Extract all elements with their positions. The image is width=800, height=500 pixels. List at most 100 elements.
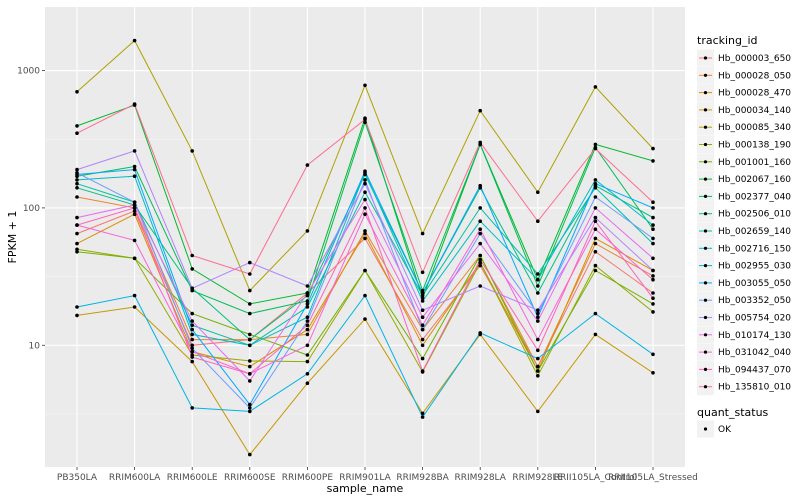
data-point xyxy=(651,256,655,261)
data-point xyxy=(75,90,79,94)
data-point xyxy=(420,296,425,301)
data-point xyxy=(248,288,252,293)
data-point xyxy=(305,372,310,376)
legend-key-point xyxy=(703,142,708,147)
x-tick-label: RRIM600PE xyxy=(282,473,334,483)
legend-key-point xyxy=(703,315,708,320)
data-point xyxy=(420,369,425,373)
legend-key-point xyxy=(703,298,708,302)
data-point xyxy=(75,313,79,318)
data-point xyxy=(478,257,483,262)
data-point xyxy=(651,241,655,246)
data-point xyxy=(132,305,137,309)
legend-key-point xyxy=(703,246,708,250)
y-tick-label: 1000 xyxy=(17,67,40,77)
x-axis-title: sample_name xyxy=(327,482,404,495)
data-point xyxy=(363,231,367,236)
data-point xyxy=(305,305,310,309)
data-point xyxy=(190,267,194,271)
data-point xyxy=(420,411,425,416)
data-point xyxy=(132,164,137,169)
data-point xyxy=(190,406,194,410)
data-point xyxy=(363,190,367,194)
data-point xyxy=(593,332,598,337)
data-point xyxy=(420,343,425,348)
data-point xyxy=(478,253,483,258)
legend-label: Hb_003055_050 xyxy=(718,279,791,289)
data-point xyxy=(248,311,252,316)
data-point xyxy=(593,249,598,254)
legend-label: Hb_000138_190 xyxy=(718,141,791,151)
data-point xyxy=(132,293,137,298)
data-point xyxy=(248,406,252,410)
data-point xyxy=(305,299,310,303)
data-point xyxy=(651,291,655,295)
data-point xyxy=(75,305,79,309)
data-point xyxy=(593,311,598,316)
data-point xyxy=(75,241,79,246)
data-point xyxy=(593,268,598,273)
data-point xyxy=(305,293,310,298)
legend-key-point xyxy=(703,160,708,164)
data-point xyxy=(305,353,310,357)
data-point xyxy=(593,206,598,210)
data-point xyxy=(305,327,310,332)
legend-label: Hb_002377_040 xyxy=(718,192,791,202)
data-point xyxy=(305,332,310,337)
data-point xyxy=(132,200,137,204)
data-point xyxy=(651,268,655,273)
data-point xyxy=(420,270,425,275)
data-point xyxy=(190,359,194,364)
data-point xyxy=(651,159,655,163)
data-point xyxy=(420,356,425,361)
data-point xyxy=(420,415,425,419)
data-point xyxy=(305,359,310,364)
data-point xyxy=(132,38,137,43)
x-axis-ticks: PB350LA RRIM600LA RRIM600LE RRIM600SE RRIM60… xyxy=(57,467,698,483)
legend-key-point xyxy=(703,125,708,129)
legend-point-key xyxy=(703,427,708,431)
legend-key-point xyxy=(703,385,708,389)
data-point xyxy=(132,212,137,216)
data-point xyxy=(363,236,367,241)
data-point xyxy=(75,215,79,220)
data-point xyxy=(248,409,252,414)
x-tick-label: RRIM600LA xyxy=(109,473,161,483)
data-point xyxy=(593,85,598,89)
data-point xyxy=(248,302,252,306)
data-point xyxy=(536,315,540,320)
data-point xyxy=(132,149,137,153)
data-point xyxy=(190,346,194,351)
data-point xyxy=(75,249,79,254)
legend-label: Hb_135810_010 xyxy=(718,383,791,393)
data-point xyxy=(248,452,252,457)
data-point xyxy=(248,260,252,265)
data-point xyxy=(190,349,194,354)
data-point xyxy=(190,337,194,342)
data-point xyxy=(190,253,194,258)
data-point xyxy=(363,178,367,182)
legend-label: Hb_031042_040 xyxy=(718,348,791,358)
data-point xyxy=(536,308,540,313)
data-point xyxy=(305,302,310,306)
data-point xyxy=(478,241,483,246)
data-point xyxy=(651,146,655,151)
data-point xyxy=(651,277,655,282)
x-tick-label: RRIM928LA xyxy=(454,473,506,483)
data-point xyxy=(305,319,310,323)
data-point xyxy=(305,163,310,167)
data-point xyxy=(75,223,79,227)
data-point xyxy=(248,402,252,407)
data-point xyxy=(651,200,655,204)
data-point xyxy=(478,284,483,288)
legend-key-point xyxy=(703,264,708,268)
data-point xyxy=(478,219,483,223)
data-point xyxy=(248,272,252,276)
data-point xyxy=(305,229,310,233)
data-point xyxy=(248,343,252,348)
x-tick-label: PB350LA xyxy=(57,473,98,483)
data-point xyxy=(75,231,79,236)
data-point xyxy=(363,83,367,88)
data-point xyxy=(593,195,598,199)
data-point xyxy=(363,229,367,233)
